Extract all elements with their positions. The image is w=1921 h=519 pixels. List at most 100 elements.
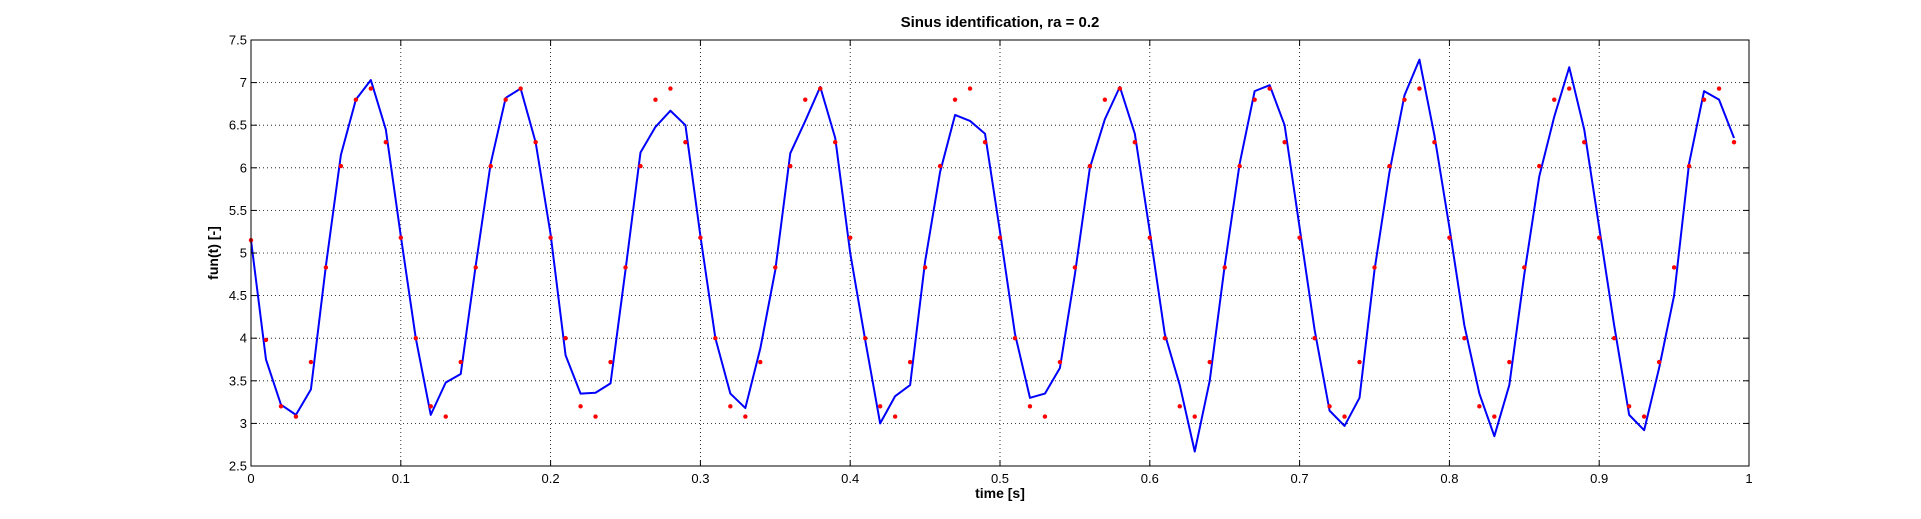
tick-layer: 0 0.1 0.2 0.3 0.4 0.5 0.6 0.7 0.8 0.9 1 2.5 3 3.5 4 4.5… (229, 33, 1753, 487)
data-point-marker (1012, 336, 1018, 341)
data-point-marker (323, 265, 329, 270)
data-point-marker (1656, 359, 1662, 365)
data-point-marker (1357, 359, 1362, 365)
data-point-marker (1192, 414, 1197, 419)
data-point-marker (803, 97, 808, 102)
x-tick-label: 0.9 (1590, 471, 1608, 486)
data-point-marker (308, 359, 314, 365)
data-point-marker (758, 359, 763, 365)
data-point-marker (818, 86, 823, 91)
data-point-marker (563, 336, 568, 341)
data-point-marker (368, 86, 374, 91)
data-point-marker (967, 86, 973, 91)
data-point-marker (293, 414, 299, 419)
y-tick-label: 7.5 (229, 33, 247, 48)
data-point-marker (1447, 235, 1452, 240)
y-tick-label: 4 (240, 331, 247, 346)
x-tick-label: 0 (247, 471, 254, 486)
data-point-marker (1072, 265, 1078, 270)
data-point-marker (503, 97, 508, 102)
data-point-marker (683, 140, 688, 145)
data-point-marker (623, 265, 628, 270)
data-point-marker (1297, 235, 1302, 240)
data-point-marker (877, 404, 883, 409)
data-point-marker (1327, 404, 1332, 409)
x-tick-label: 0.7 (1291, 471, 1309, 486)
data-point-marker (473, 265, 478, 270)
data-point-marker (263, 337, 269, 343)
data-point-marker (1492, 414, 1497, 419)
data-point-marker (383, 140, 389, 145)
data-point-marker (518, 86, 523, 91)
x-tick-label: 1 (1745, 471, 1752, 486)
data-point-marker (488, 163, 493, 169)
data-point-marker (848, 235, 853, 240)
y-tick-label: 7 (240, 75, 247, 90)
data-point-marker (1417, 86, 1422, 91)
data-point-marker (1731, 140, 1737, 145)
data-point-marker (1582, 140, 1587, 145)
x-tick-label: 0.6 (1141, 471, 1159, 486)
data-point-marker (1462, 336, 1467, 341)
x-tick-label: 0.3 (691, 471, 709, 486)
data-point-marker (1626, 404, 1632, 409)
data-point-marker (1537, 163, 1542, 169)
x-tick-label: 0.4 (841, 471, 859, 486)
data-point-marker (1027, 404, 1033, 409)
data-point-marker (1057, 359, 1063, 365)
data-point-marker (1507, 359, 1512, 365)
data-point-marker (862, 336, 868, 341)
y-tick-label: 5 (240, 246, 247, 261)
series-marker-layer (248, 86, 1737, 419)
data-point-marker (653, 97, 658, 102)
data-point-marker (728, 404, 733, 409)
data-point-marker (1522, 265, 1527, 270)
data-point-marker (1402, 97, 1407, 102)
data-point-marker (1671, 265, 1677, 270)
data-point-marker (833, 140, 838, 145)
data-point-marker (1102, 97, 1108, 102)
data-point-marker (1117, 86, 1123, 91)
data-point-marker (1252, 97, 1257, 102)
x-tick-label: 0.5 (991, 471, 1009, 486)
data-point-marker (1222, 265, 1227, 270)
data-point-marker (353, 97, 359, 102)
data-point-marker (608, 359, 613, 365)
data-point-marker (1312, 336, 1317, 341)
data-point-marker (698, 235, 703, 240)
y-tick-label: 3.5 (229, 373, 247, 388)
y-axis-label: fun(t) [-] (205, 226, 221, 280)
data-point-marker (1147, 235, 1153, 240)
y-tick-label: 4.5 (229, 288, 247, 303)
data-point-marker (1552, 97, 1557, 102)
data-point-marker (578, 404, 583, 409)
data-point-marker (593, 414, 598, 419)
data-point-marker (1372, 265, 1377, 270)
data-point-marker (533, 140, 538, 145)
grid-layer (251, 40, 1749, 466)
data-point-marker (1087, 163, 1093, 169)
data-point-marker (743, 414, 748, 419)
data-point-marker (1432, 140, 1437, 145)
data-point-marker (1267, 86, 1272, 91)
data-point-marker (892, 414, 898, 419)
data-point-marker (1132, 140, 1138, 145)
data-point-marker (443, 414, 448, 419)
y-tick-label: 5.5 (229, 203, 247, 218)
data-point-marker (1042, 414, 1048, 419)
data-point-marker (338, 163, 344, 169)
data-point-marker (458, 359, 463, 365)
data-point-marker (773, 265, 778, 270)
data-point-marker (1387, 163, 1392, 169)
data-point-marker (1597, 235, 1602, 240)
data-point-marker (278, 404, 284, 409)
data-point-marker (398, 235, 403, 240)
data-point-marker (922, 265, 928, 270)
data-point-marker (1611, 336, 1617, 341)
data-point-marker (668, 86, 673, 91)
data-point-marker (997, 235, 1003, 240)
y-tick-label: 6.5 (229, 118, 247, 133)
y-tick-label: 6 (240, 160, 247, 175)
data-point-marker (1701, 97, 1707, 102)
